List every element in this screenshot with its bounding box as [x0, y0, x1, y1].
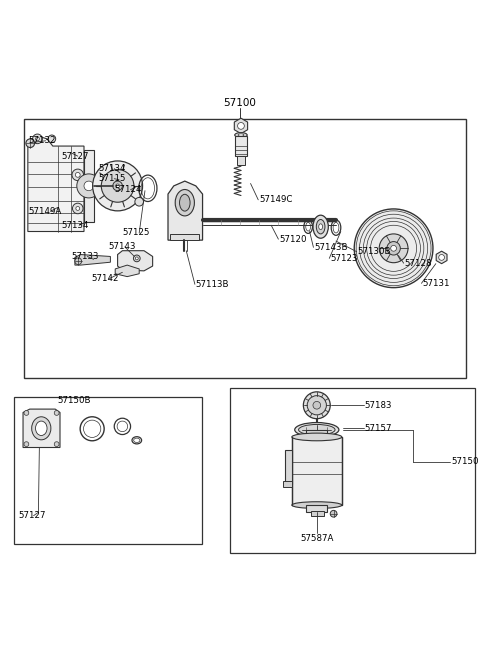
Ellipse shape: [32, 417, 51, 440]
Circle shape: [379, 234, 408, 263]
Circle shape: [330, 510, 337, 517]
Circle shape: [33, 134, 42, 143]
Text: 57123: 57123: [330, 254, 358, 263]
Text: 57134: 57134: [98, 164, 126, 173]
Circle shape: [135, 197, 144, 206]
Polygon shape: [115, 265, 139, 276]
Ellipse shape: [235, 132, 247, 138]
Text: 57150: 57150: [451, 457, 479, 466]
Ellipse shape: [313, 215, 328, 238]
Ellipse shape: [316, 219, 325, 234]
Circle shape: [72, 203, 83, 214]
Polygon shape: [84, 150, 94, 222]
Ellipse shape: [295, 422, 339, 437]
Text: 57587A: 57587A: [300, 534, 334, 543]
Circle shape: [84, 181, 94, 191]
Circle shape: [439, 255, 444, 260]
Circle shape: [54, 411, 59, 415]
Bar: [311, 511, 324, 515]
Bar: [306, 505, 327, 512]
Text: 57143B: 57143B: [314, 243, 348, 252]
Circle shape: [77, 174, 101, 198]
Ellipse shape: [299, 424, 335, 435]
Circle shape: [24, 411, 29, 415]
Text: 57120: 57120: [279, 234, 307, 244]
Ellipse shape: [319, 224, 323, 230]
Text: 57130B: 57130B: [358, 247, 391, 256]
Text: 57143: 57143: [108, 242, 135, 252]
Polygon shape: [170, 234, 199, 240]
Circle shape: [238, 122, 244, 129]
Ellipse shape: [238, 134, 244, 136]
Circle shape: [36, 137, 39, 141]
Bar: [230, 388, 475, 553]
Circle shape: [75, 258, 82, 265]
Polygon shape: [118, 251, 153, 271]
Polygon shape: [292, 437, 342, 505]
Bar: [14, 397, 202, 544]
Text: 57142: 57142: [91, 274, 119, 283]
Ellipse shape: [175, 189, 194, 216]
Text: 57133: 57133: [71, 252, 98, 261]
Bar: [237, 156, 245, 165]
Circle shape: [133, 255, 140, 262]
Circle shape: [54, 441, 59, 447]
Polygon shape: [28, 137, 84, 231]
Text: 57150B: 57150B: [58, 396, 91, 405]
Circle shape: [307, 396, 326, 415]
Circle shape: [26, 139, 35, 147]
Circle shape: [354, 209, 433, 288]
Circle shape: [93, 161, 143, 211]
Text: 57125: 57125: [122, 229, 150, 238]
Circle shape: [76, 206, 80, 210]
Text: 57131: 57131: [422, 279, 450, 288]
Circle shape: [313, 402, 321, 409]
Polygon shape: [168, 181, 203, 240]
Ellipse shape: [292, 502, 342, 508]
Text: 57149C: 57149C: [259, 195, 293, 204]
Text: 57127: 57127: [61, 152, 89, 160]
Text: 57113B: 57113B: [196, 280, 229, 289]
Text: 57115: 57115: [98, 174, 126, 183]
Circle shape: [116, 184, 120, 188]
Bar: [235, 136, 247, 156]
Polygon shape: [23, 409, 60, 447]
Text: 57124: 57124: [114, 185, 142, 195]
Circle shape: [75, 172, 80, 178]
Text: 57149A: 57149A: [29, 207, 62, 216]
Text: 57132: 57132: [29, 136, 56, 145]
Text: 57100: 57100: [224, 98, 256, 107]
Ellipse shape: [180, 195, 190, 211]
Circle shape: [72, 169, 84, 181]
Ellipse shape: [292, 433, 342, 441]
Circle shape: [303, 392, 330, 419]
Circle shape: [24, 441, 29, 447]
Circle shape: [101, 170, 134, 202]
Polygon shape: [75, 255, 110, 265]
Text: 57134: 57134: [61, 221, 89, 230]
Polygon shape: [234, 118, 248, 134]
Ellipse shape: [36, 421, 47, 436]
Text: 57183: 57183: [365, 401, 392, 410]
Circle shape: [391, 246, 396, 251]
Text: 57127: 57127: [18, 511, 46, 520]
Circle shape: [387, 242, 400, 255]
Text: 57157: 57157: [365, 424, 392, 433]
Bar: [24, 119, 466, 378]
Polygon shape: [283, 481, 292, 487]
Polygon shape: [436, 251, 447, 264]
Circle shape: [113, 181, 122, 191]
Bar: [306, 430, 327, 436]
Text: 57128: 57128: [405, 259, 432, 268]
Circle shape: [48, 135, 56, 143]
Polygon shape: [285, 450, 292, 483]
Circle shape: [135, 257, 138, 260]
